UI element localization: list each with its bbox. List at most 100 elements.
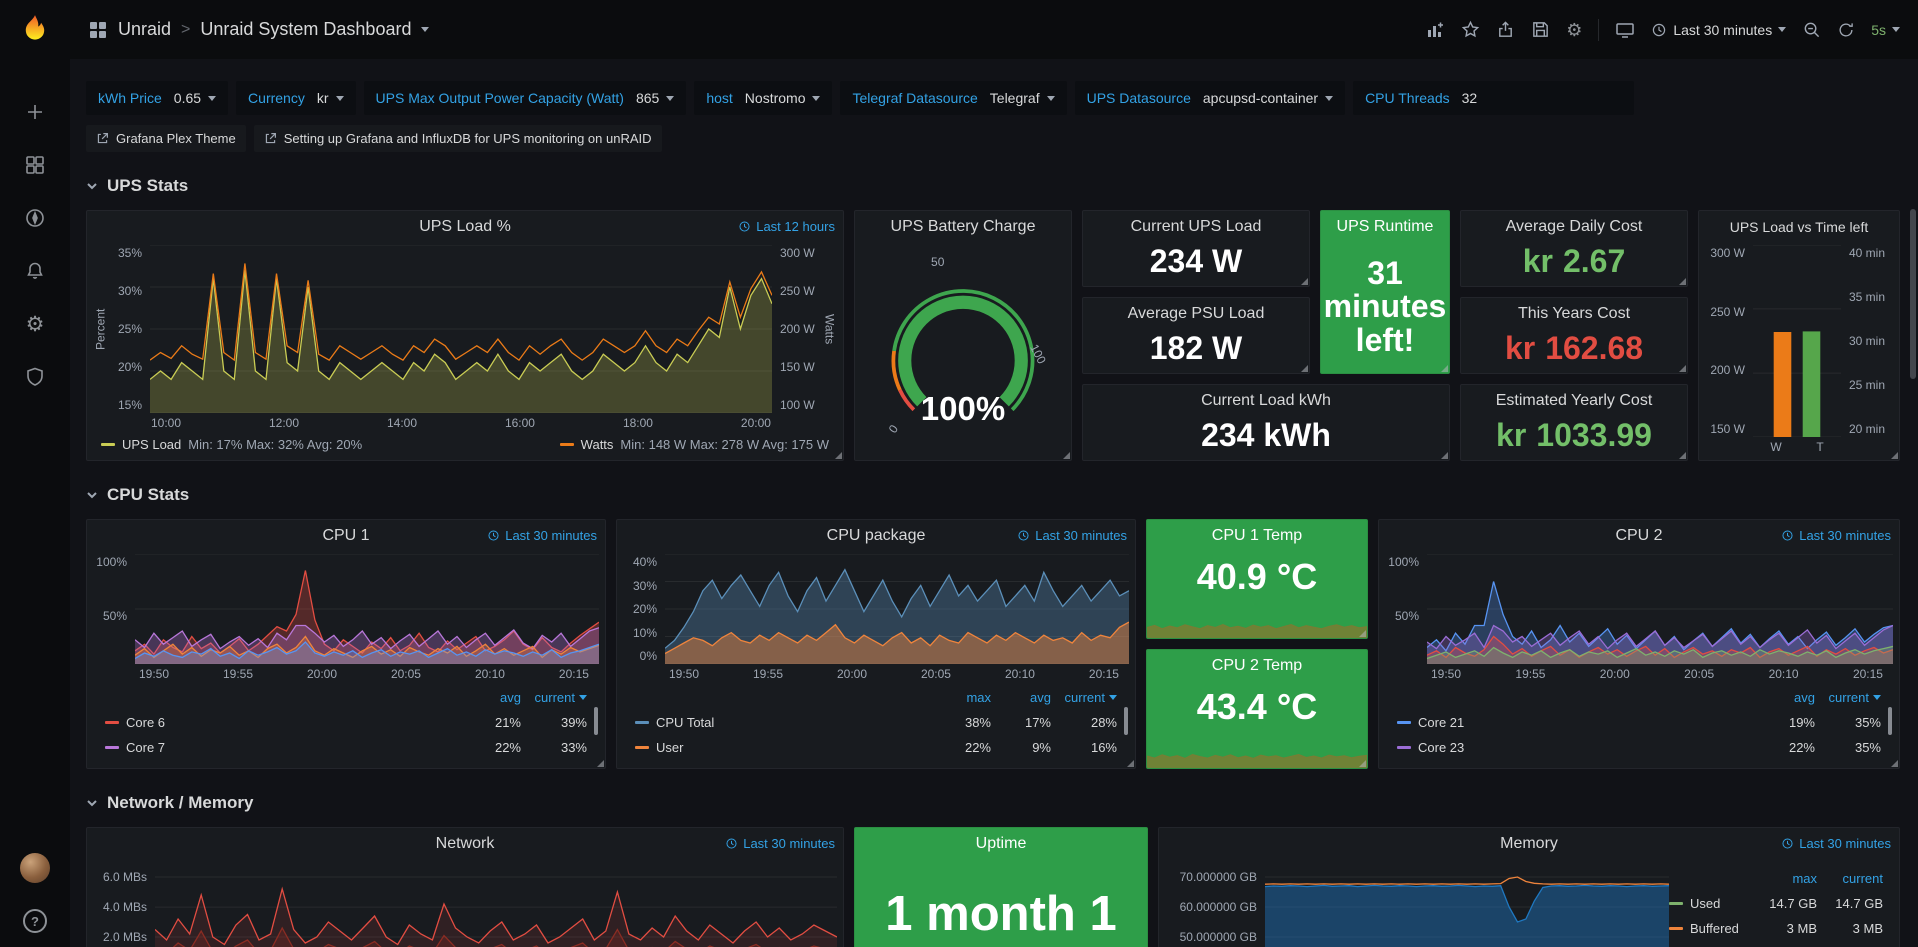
variable-ups-max-output[interactable]: UPS Max Output Power Capacity (Watt) 865 [363, 81, 687, 115]
zoom-out-time-button[interactable] [1802, 20, 1821, 39]
grafana-logo[interactable] [0, 0, 70, 59]
panel-title[interactable]: CPU 2 [1615, 527, 1663, 544]
legend-sort-current[interactable]: current [1051, 690, 1117, 705]
x-axis-ticks: 10:00 12:00 14:00 16:00 18:00 20:00 [151, 415, 771, 430]
panel-title[interactable]: Current UPS Load [1130, 218, 1262, 235]
panel-title[interactable]: UPS Runtime [1336, 218, 1434, 235]
legend-series[interactable]: Core 7 [105, 740, 455, 755]
panel-title[interactable]: Uptime [975, 835, 1027, 852]
panel-title[interactable]: Network [435, 835, 495, 852]
memory-chart[interactable] [1265, 862, 1669, 947]
save-dashboard-button[interactable] [1531, 20, 1550, 39]
sidebar-item-configuration[interactable]: ⚙ [22, 311, 48, 337]
panel-title[interactable]: CPU 1 [322, 527, 370, 544]
legend-series[interactable]: Core 23 [1397, 740, 1749, 755]
legend-sort-avg[interactable]: avg [1794, 690, 1815, 705]
legend-sort-max[interactable]: max [1792, 871, 1817, 886]
y-axis-ticks-left: 35% 30% 25% 20% 15% [117, 246, 142, 412]
dashboard-title[interactable]: Unraid System Dashboard [200, 19, 412, 39]
legend-item[interactable]: Watts Min: 148 W Max: 278 W Avg: 175 W [559, 437, 829, 452]
panel-title[interactable]: UPS Load vs Time left [1729, 219, 1869, 235]
panel-title[interactable]: Current Load kWh [1201, 392, 1331, 409]
ups-load-chart[interactable] [150, 245, 772, 413]
share-dashboard-button[interactable] [1496, 20, 1515, 39]
panel-title[interactable]: Average PSU Load [1127, 305, 1265, 322]
panel-time-badge[interactable]: Last 30 minutes [1781, 528, 1891, 543]
variable-host[interactable]: host Nostromo [694, 81, 833, 115]
sidebar-item-create[interactable] [22, 99, 48, 125]
panel-time-badge[interactable]: Last 30 minutes [1017, 528, 1127, 543]
time-range-picker[interactable]: Last 30 minutes [1651, 22, 1787, 38]
legend-series[interactable]: Core 21 [1397, 715, 1749, 730]
panel-title[interactable]: This Years Cost [1517, 305, 1631, 322]
legend-series[interactable]: Core 6 [105, 715, 455, 730]
cycle-view-mode-button[interactable] [1615, 20, 1635, 40]
legend-row: CPU Total 38% 17% 28% [635, 710, 1117, 735]
legend-sort-max[interactable]: max [966, 690, 991, 705]
battery-gauge[interactable]: 0 50 100 100% [869, 247, 1057, 446]
legend-series[interactable]: Used [1669, 896, 1751, 911]
cpu-threads-input[interactable] [1461, 90, 1622, 106]
user-avatar[interactable] [20, 853, 50, 883]
refresh-button[interactable] [1837, 21, 1855, 39]
panel-time-badge[interactable]: Last 30 minutes [487, 528, 597, 543]
legend-sort-current[interactable]: current [521, 690, 587, 705]
sidebar-item-alerting[interactable] [22, 258, 48, 284]
legend-sort-current[interactable]: current [1815, 690, 1881, 705]
dashboard-dropdown-caret-icon[interactable] [421, 27, 430, 32]
link-grafana-plex-theme[interactable]: Grafana Plex Theme [86, 125, 246, 152]
dashboard-settings-button[interactable]: ⚙ [1566, 21, 1582, 39]
section-network-memory[interactable]: Network / Memory [86, 793, 1900, 813]
legend-row: Used 14.7 GB 14.7 GB [1669, 891, 1883, 916]
legend-sort-current[interactable]: current [1842, 871, 1883, 886]
sidebar-item-explore[interactable] [22, 205, 48, 231]
legend-item[interactable]: UPS Load Min: 17% Max: 32% Avg: 20% [101, 437, 362, 452]
network-chart[interactable] [155, 862, 837, 947]
legend-sort-avg[interactable]: avg [1030, 690, 1051, 705]
variable-telegraf-datasource[interactable]: Telegraf Datasource Telegraf [840, 81, 1067, 115]
clock-icon [1782, 530, 1793, 541]
star-dashboard-button[interactable] [1461, 20, 1480, 39]
legend-sort-avg[interactable]: avg [500, 690, 521, 705]
legend-series[interactable]: CPU Total [635, 715, 931, 730]
panel-title[interactable]: Memory [1500, 835, 1558, 852]
variable-kwh-price[interactable]: kWh Price 0.65 [86, 81, 229, 115]
refresh-interval-picker[interactable]: 5s [1871, 22, 1900, 38]
cpu1-chart[interactable] [135, 554, 599, 664]
section-ups-stats[interactable]: UPS Stats [86, 176, 1900, 196]
panel-time-badge[interactable]: Last 12 hours [738, 219, 835, 234]
section-cpu-stats[interactable]: CPU Stats [86, 485, 1900, 505]
panel-title[interactable]: CPU package [826, 527, 926, 544]
dashboard-content: kWh Price 0.65 Currency kr UPS Max Outpu… [70, 59, 1918, 947]
variable-ups-datasource[interactable]: UPS Datasource apcupsd-container [1074, 81, 1346, 115]
panel-title[interactable]: UPS Load % [419, 218, 511, 235]
panel-title[interactable]: Average Daily Cost [1505, 218, 1643, 235]
chevron-down-icon [87, 183, 97, 190]
panel-time-badge[interactable]: Last 30 minutes [725, 836, 835, 851]
help-icon[interactable]: ? [23, 909, 47, 933]
sidebar-item-server-admin[interactable] [22, 364, 48, 390]
panel-title[interactable]: CPU 2 Temp [1211, 657, 1303, 674]
cpu-package-chart[interactable] [665, 554, 1129, 664]
add-panel-button[interactable] [1425, 20, 1445, 40]
variable-currency[interactable]: Currency kr [236, 81, 356, 115]
legend-series[interactable]: User [635, 740, 931, 755]
main-scrollbar[interactable] [1910, 59, 1916, 947]
legend-series[interactable]: Buffered [1669, 921, 1751, 936]
legend-scrollbar[interactable] [1124, 707, 1128, 735]
legend-avg-value: 9% [1032, 740, 1051, 755]
panel-title[interactable]: UPS Battery Charge [890, 218, 1036, 235]
shield-icon [27, 367, 43, 386]
legend-scrollbar[interactable] [1888, 707, 1892, 735]
link-ups-monitoring-guide[interactable]: Setting up Grafana and InfluxDB for UPS … [253, 125, 662, 152]
scrollbar-thumb[interactable] [1910, 209, 1916, 379]
sidebar-item-dashboards[interactable] [22, 152, 48, 178]
breadcrumb-app[interactable]: Unraid [118, 19, 172, 39]
panel-title[interactable]: CPU 1 Temp [1211, 527, 1303, 544]
panel-time-badge[interactable]: Last 30 minutes [1781, 836, 1891, 851]
panel-title[interactable]: Estimated Yearly Cost [1495, 392, 1653, 409]
legend-scrollbar[interactable] [594, 707, 598, 735]
compass-icon [26, 209, 44, 227]
cpu2-chart[interactable] [1427, 554, 1893, 664]
load-vs-time-chart[interactable] [1753, 245, 1841, 437]
